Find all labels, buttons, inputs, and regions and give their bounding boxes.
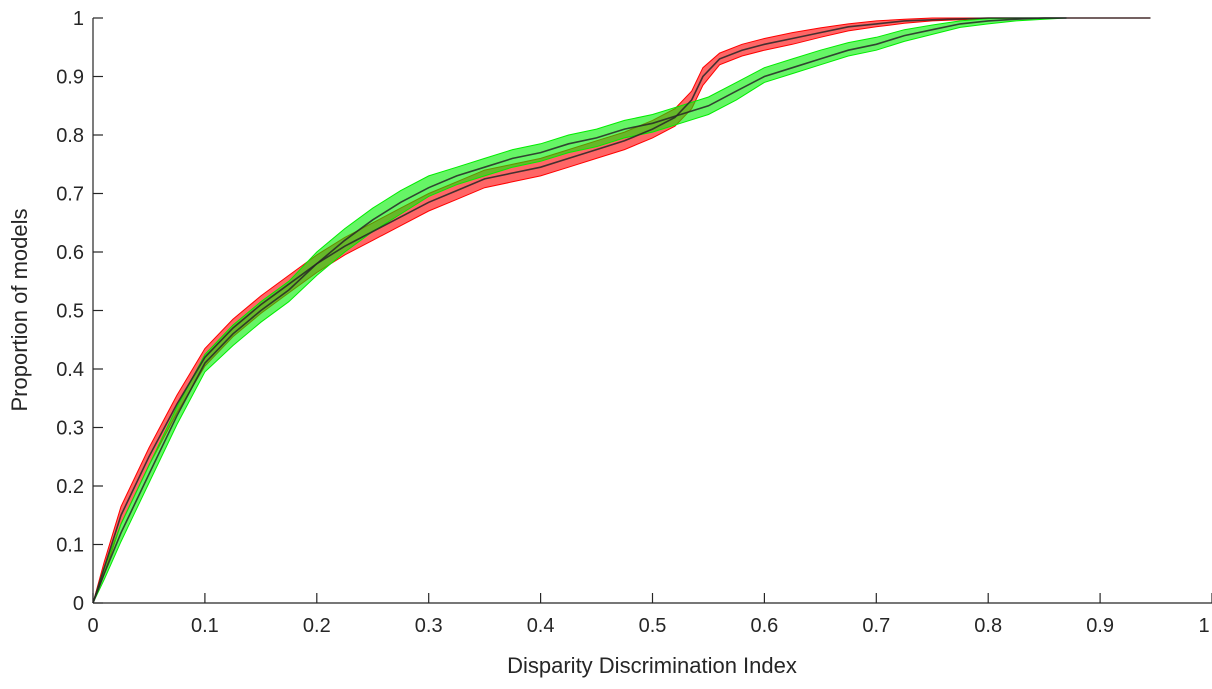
mean-line-2 — [92, 17, 1067, 604]
y-tick-label: 0.2 — [56, 476, 84, 498]
y-tick-label: 0.7 — [56, 184, 84, 206]
x-tick-label: 0 — [87, 615, 98, 637]
mean-lines — [92, 17, 1151, 604]
y-ticks: 0 0.1 0.2 0.3 0.4 0.5 0.6 0.7 0.8 0.9 1 — [56, 8, 103, 615]
x-tick-label: 0.3 — [415, 615, 443, 637]
y-tick-label: 0.1 — [56, 535, 84, 557]
y-tick-label: 0.4 — [56, 359, 84, 381]
x-tick-label: 0.5 — [639, 615, 667, 637]
y-tick-label: 1 — [73, 8, 84, 30]
x-tick-label: 1 — [1198, 615, 1209, 637]
x-axis-title: Disparity Discrimination Index — [507, 653, 797, 678]
x-tick-label: 0.2 — [303, 615, 331, 637]
mean-line-1 — [92, 17, 1151, 604]
y-tick-label: 0.6 — [56, 242, 84, 264]
y-tick-label: 0.3 — [56, 418, 84, 440]
y-tick-label: 0.8 — [56, 125, 84, 147]
y-tick-label: 0 — [73, 593, 84, 615]
x-tick-label: 0.6 — [750, 615, 778, 637]
x-tick-label: 0.8 — [974, 615, 1002, 637]
x-tick-label: 0.9 — [1086, 615, 1114, 637]
confidence-band-2 — [92, 17, 1067, 604]
y-tick-label: 0.9 — [56, 67, 84, 89]
x-tick-label: 0.1 — [191, 615, 219, 637]
x-tick-label: 0.4 — [527, 615, 555, 637]
y-tick-label: 0.5 — [56, 301, 84, 323]
x-ticks: 0 0.1 0.2 0.3 0.4 0.5 0.6 0.7 0.8 0.9 1 — [87, 593, 1212, 637]
x-tick-label: 0.7 — [862, 615, 890, 637]
y-axis-title: Proportion of models — [7, 209, 32, 412]
confidence-bands — [92, 17, 1151, 604]
